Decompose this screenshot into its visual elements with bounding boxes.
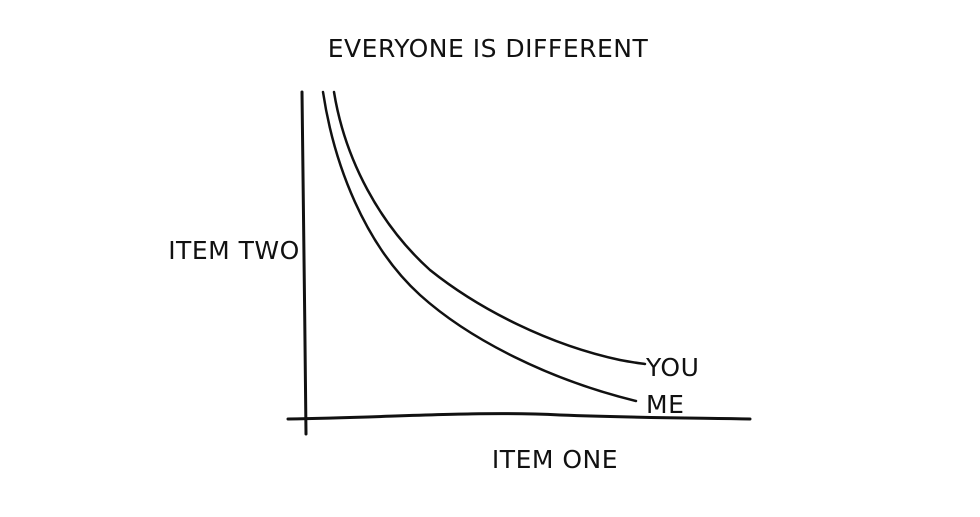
y-axis: [300, 90, 308, 436]
x-axis: [286, 412, 752, 421]
y-axis-label: ITEM TWO: [168, 236, 300, 265]
curve-label-you: YOU: [645, 353, 699, 382]
chart-title: EVERYONE IS DIFFERENT: [328, 34, 649, 63]
curve-you: [332, 90, 647, 366]
curve-me: [321, 90, 638, 403]
x-axis-label: ITEM ONE: [492, 445, 618, 474]
curve-label-me: ME: [646, 390, 684, 419]
